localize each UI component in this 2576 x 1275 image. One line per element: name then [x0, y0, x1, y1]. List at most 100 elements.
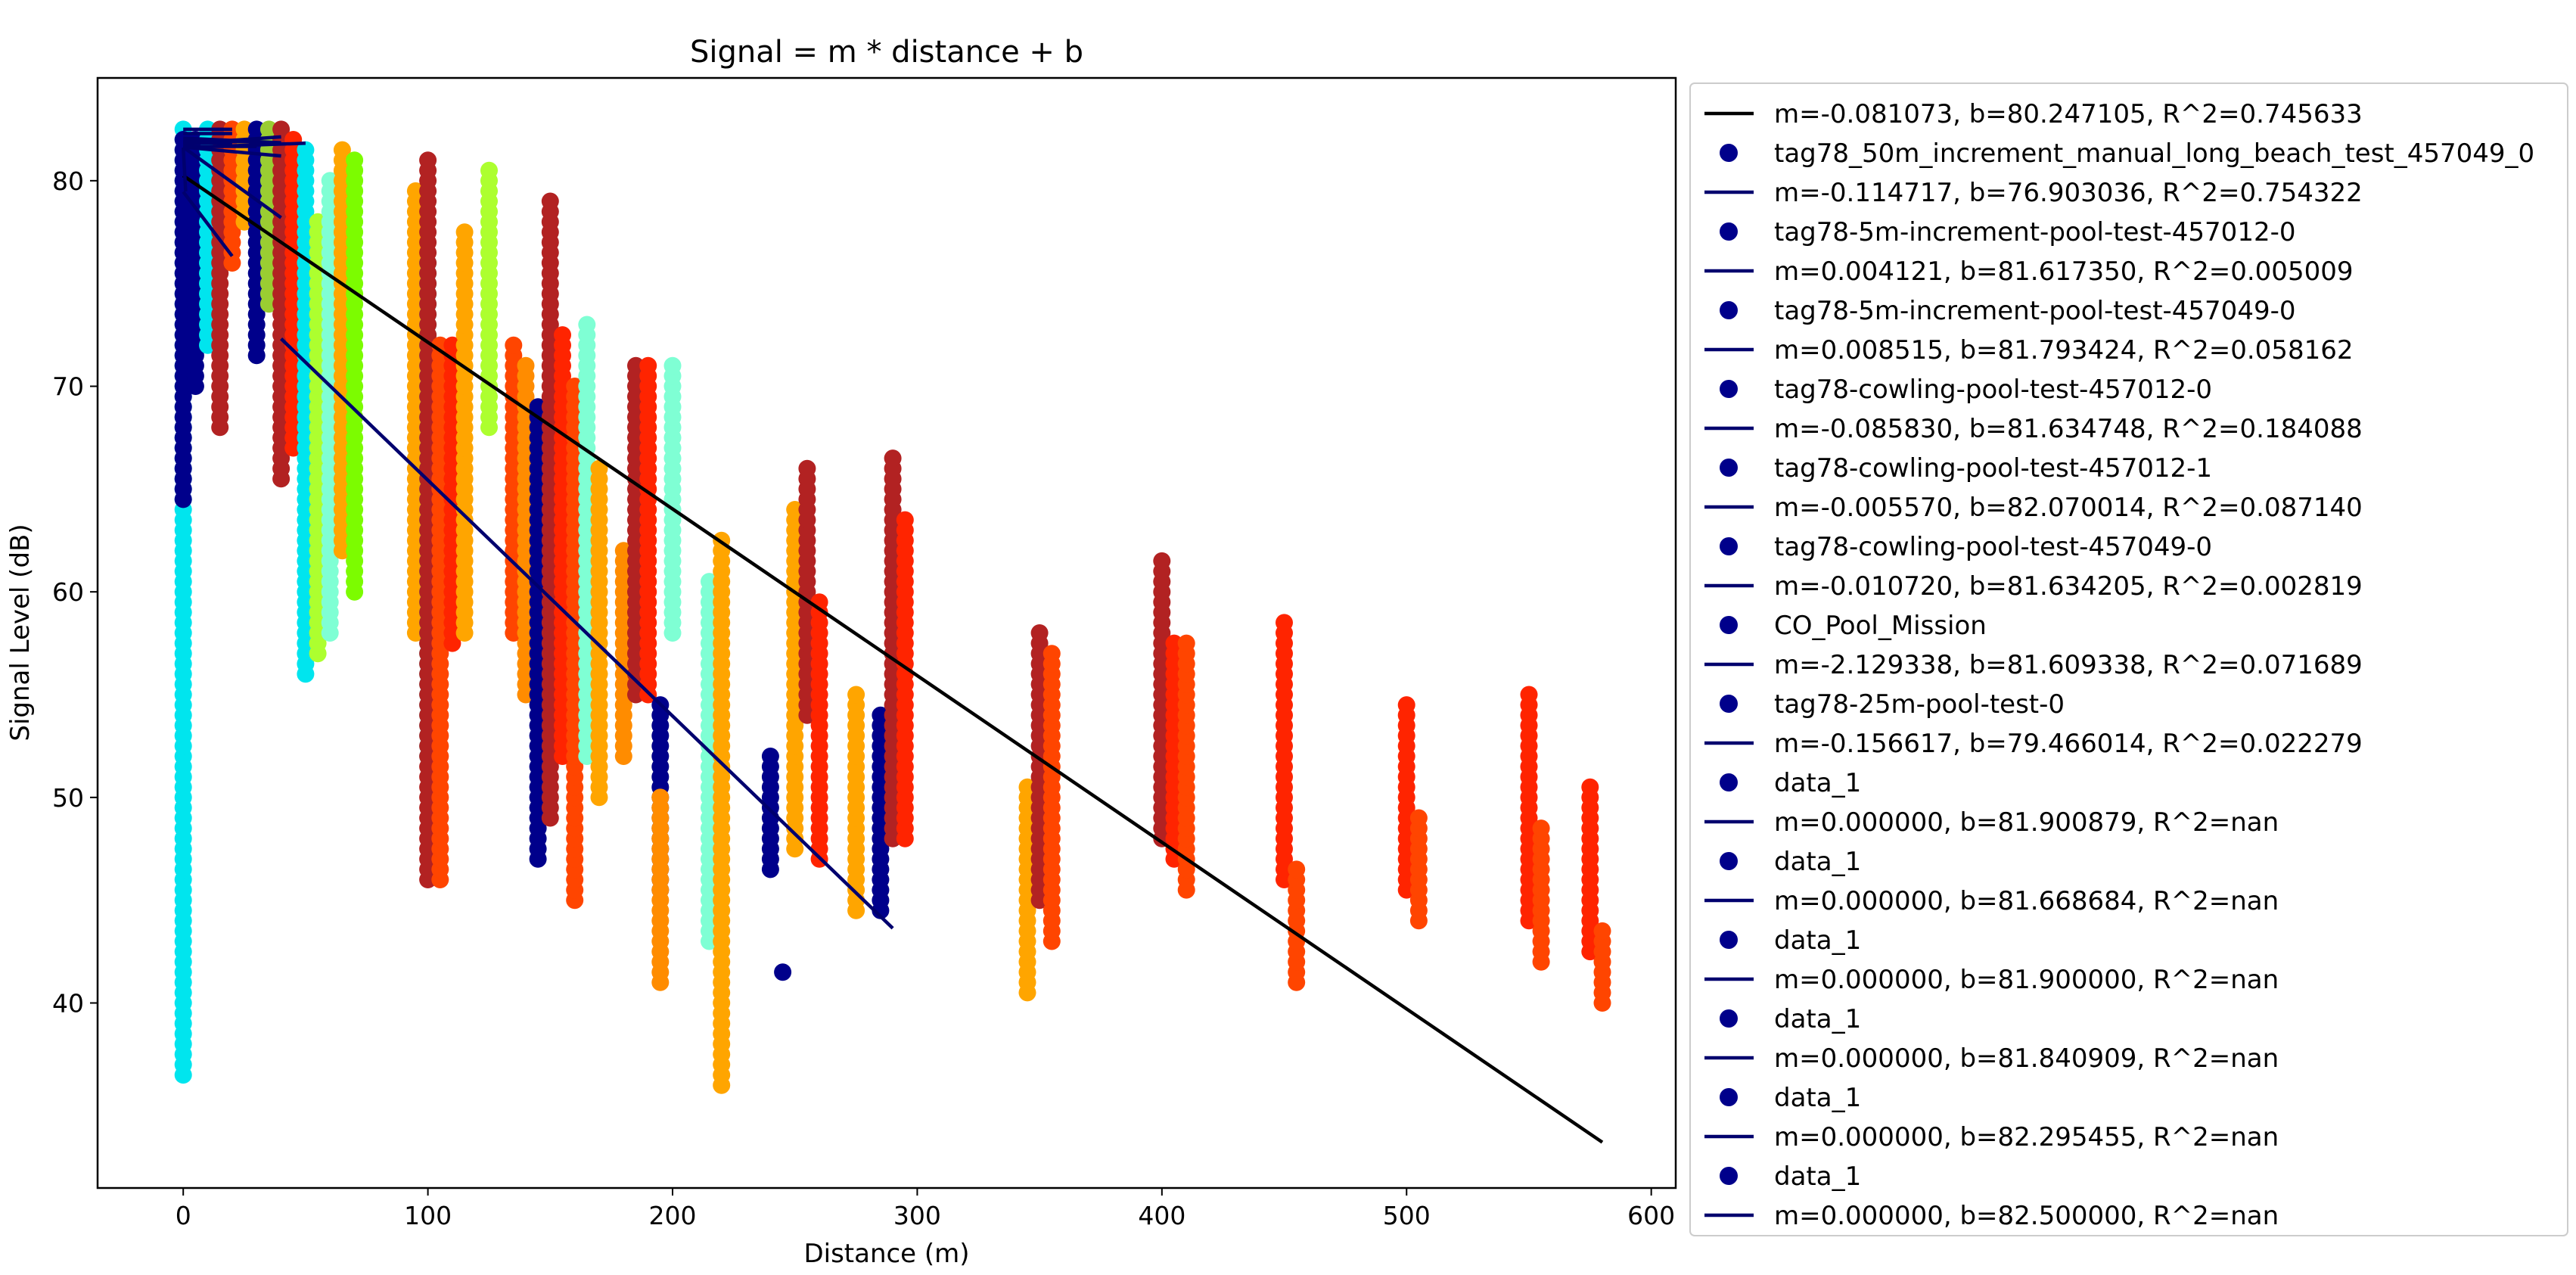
point-column	[639, 356, 657, 704]
point-column	[406, 182, 424, 642]
scatter-point	[297, 141, 315, 159]
point-column	[1276, 614, 1293, 888]
point-column	[1288, 860, 1306, 991]
y-tick-label: 60	[52, 577, 84, 607]
point-column	[1177, 634, 1195, 899]
legend-label: m=-0.081073, b=80.247105, R^2=0.745633	[1774, 99, 2363, 129]
point-column	[309, 213, 327, 663]
legend-entry: m=-0.010720, b=81.634205, R^2=0.002819	[1704, 571, 2363, 602]
legend-label: m=0.000000, b=82.500000, R^2=nan	[1774, 1201, 2279, 1231]
point-column	[774, 963, 792, 981]
legend-entry: data_1	[1720, 1004, 1861, 1034]
legend-label: m=-0.010720, b=81.634205, R^2=0.002819	[1774, 571, 2363, 602]
point-column	[872, 706, 890, 919]
legend-label: m=-0.156617, b=79.466014, R^2=0.022279	[1774, 729, 2363, 759]
x-tick-label: 400	[1138, 1201, 1185, 1230]
legend-label: tag78-cowling-pool-test-457012-0	[1774, 375, 2212, 405]
scatter-point	[309, 213, 327, 231]
legend-point-swatch	[1720, 144, 1738, 162]
scatter-point	[505, 336, 523, 354]
legend-point-swatch	[1720, 931, 1738, 949]
point-column	[1532, 819, 1550, 971]
legend-label: data_1	[1774, 925, 1861, 956]
point-column	[321, 172, 339, 642]
y-axis: 40 50 60 70 80	[52, 166, 98, 1018]
point-column	[1030, 624, 1049, 910]
legend-entry: m=0.000000, b=81.668684, R^2=nan	[1704, 886, 2279, 916]
y-axis-label: Signal Level (dB)	[5, 524, 36, 741]
legend-entry: m=-0.085830, b=81.634748, R^2=0.184088	[1704, 414, 2363, 444]
legend-label: m=-0.005570, b=82.070014, R^2=0.087140	[1774, 493, 2363, 523]
scatter-point	[1581, 778, 1599, 796]
point-column	[505, 336, 523, 642]
point-column	[297, 141, 315, 683]
scatter-point	[1520, 686, 1538, 704]
scatter-point	[554, 326, 571, 344]
legend-entry: m=-0.081073, b=80.247105, R^2=0.745633	[1704, 99, 2363, 129]
point-column	[810, 593, 828, 868]
scatter-point	[455, 223, 474, 241]
scatter-point	[480, 161, 498, 179]
legend-entry: m=0.008515, b=81.793424, R^2=0.058162	[1704, 335, 2353, 365]
legend-point-swatch	[1720, 1088, 1738, 1106]
x-tick-label: 200	[649, 1201, 697, 1230]
point-column	[627, 356, 645, 704]
plot-frame	[96, 76, 1677, 1189]
legend-label: m=0.000000, b=81.900879, R^2=nan	[1774, 807, 2279, 838]
scatter-point	[614, 542, 632, 560]
point-column	[541, 192, 559, 827]
x-tick-label: 100	[404, 1201, 452, 1230]
scatter-point	[541, 192, 559, 210]
point-column	[211, 120, 229, 437]
legend-label: m=0.000000, b=81.668684, R^2=nan	[1774, 886, 2279, 916]
point-column	[443, 336, 461, 652]
point-column	[847, 686, 865, 919]
point-column	[663, 356, 682, 642]
scatter-point	[346, 151, 364, 169]
legend-point-swatch	[1720, 1009, 1738, 1028]
point-column	[713, 531, 731, 1094]
point-column	[896, 511, 914, 847]
legend-entry: m=-0.114717, b=76.903036, R^2=0.754322	[1704, 178, 2363, 208]
scatter-point	[419, 151, 437, 169]
fit-line	[182, 145, 282, 219]
legend-label: m=0.000000, b=82.295455, R^2=nan	[1774, 1122, 2279, 1152]
legend-label: data_1	[1774, 847, 1861, 877]
scatter-point	[578, 316, 596, 334]
fit-line	[182, 145, 281, 158]
legend-label: m=-0.114717, b=76.903036, R^2=0.754322	[1774, 178, 2363, 208]
scatter-point	[761, 748, 779, 765]
legend-point-swatch	[1720, 301, 1738, 319]
legend-entry: tag78_50m_increment_manual_long_beach_te…	[1720, 138, 2534, 169]
scatter-point	[517, 356, 535, 375]
legend-label: tag78-5m-increment-pool-test-457012-0	[1774, 217, 2295, 247]
scatter-point	[247, 120, 266, 138]
fit-line	[279, 337, 894, 930]
point-column	[1581, 778, 1599, 961]
legend-entry: m=-2.129338, b=81.609338, R^2=0.071689	[1704, 650, 2363, 680]
y-tick-label: 50	[52, 783, 84, 813]
legend-label: data_1	[1774, 1004, 1861, 1034]
point-column	[1593, 922, 1611, 1012]
legend-entry: m=0.000000, b=81.900000, R^2=nan	[1704, 965, 2279, 995]
scatter-point	[786, 501, 804, 518]
point-column	[651, 788, 670, 991]
scatter-point	[884, 449, 902, 468]
point-column	[455, 223, 474, 642]
point-column	[1165, 634, 1183, 868]
point-column	[1018, 778, 1036, 1002]
legend-entry: m=0.000000, b=82.500000, R^2=nan	[1704, 1201, 2279, 1231]
legend-label: data_1	[1774, 1161, 1861, 1192]
point-column	[284, 131, 303, 457]
x-tick-label: 600	[1627, 1201, 1675, 1230]
scatter-point	[566, 378, 584, 395]
legend-point-swatch	[1720, 616, 1738, 634]
scatter-point	[1177, 634, 1195, 652]
legend-entry: m=0.004121, b=81.617350, R^2=0.005009	[1704, 257, 2353, 287]
legend-entry: tag78-cowling-pool-test-457012-1	[1720, 453, 2212, 484]
legend-label: CO_Pool_Mission	[1774, 611, 1987, 641]
legend-entry: tag78-cowling-pool-test-457012-0	[1720, 375, 2212, 405]
scatter-point	[1276, 614, 1293, 632]
